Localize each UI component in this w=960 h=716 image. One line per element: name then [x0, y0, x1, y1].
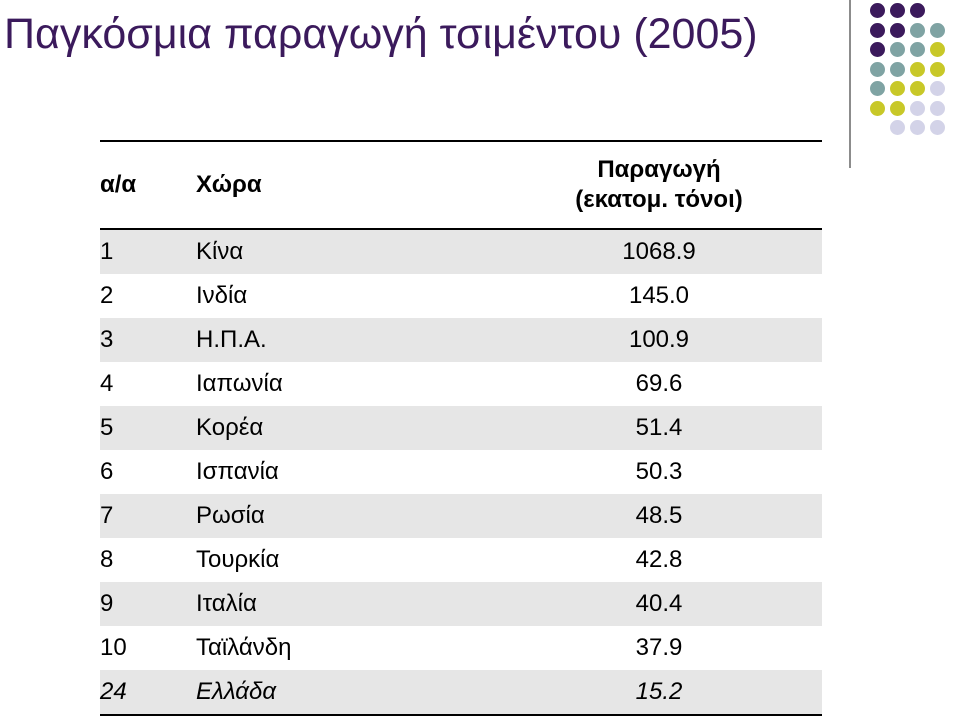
- decorative-dot: [930, 120, 945, 135]
- cell-production: 50.3: [635, 458, 683, 485]
- decorative-dot: [910, 120, 925, 135]
- cell-country: Τουρκία: [196, 546, 280, 573]
- table-row: 5 Κορέα 51.4: [100, 406, 822, 450]
- decorative-dot: [870, 61, 885, 77]
- decorative-dot: [890, 120, 905, 135]
- cell-country: Ιταλία: [196, 582, 496, 626]
- cement-production-table: α/α Χώρα Παραγωγή (εκατομ. τόνοι) 1 Κίνα 1…: [100, 140, 822, 716]
- cell-production: 51.4: [496, 406, 822, 450]
- header-production-line1: Παραγωγή: [597, 156, 721, 183]
- decorative-dot: [930, 22, 945, 38]
- decorative-dot: [910, 3, 925, 18]
- cell-rank: 7: [100, 494, 196, 538]
- decorative-dot: [930, 81, 945, 96]
- title-divider-line: [849, 0, 851, 168]
- decorative-dot: [930, 42, 945, 57]
- cell-country: Η.Π.Α.: [196, 318, 496, 362]
- decorative-dot: [890, 3, 905, 18]
- decorative-dot: [890, 22, 905, 38]
- cell-rank: 10: [100, 634, 127, 661]
- cell-production: 15.2: [496, 670, 822, 716]
- cell-rank: 1: [100, 229, 196, 274]
- decorative-dot: [870, 22, 885, 38]
- cell-rank: 9: [100, 582, 196, 626]
- decorative-dot: [910, 42, 925, 57]
- decorative-dot: [910, 22, 925, 38]
- decorative-dot: [890, 42, 905, 57]
- table-row: 3 Η.Π.Α. 100.9: [100, 318, 822, 362]
- slide-title: Παγκόσμια παραγωγή τσιμέντου (2005): [4, 10, 758, 58]
- cell-production: 1068.9: [496, 229, 822, 274]
- decorative-dot: [910, 61, 925, 77]
- cell-rank: 2: [100, 282, 114, 309]
- cell-country: Ινδία: [196, 282, 248, 309]
- decorative-dot: [930, 61, 945, 77]
- decorative-dot: [870, 3, 885, 18]
- decorative-dot-grid: [866, 3, 960, 143]
- cell-rank: 3: [100, 318, 196, 362]
- table-row: 1 Κίνα 1068.9: [100, 229, 822, 274]
- decorative-dot: [910, 100, 925, 116]
- table-row: 7 Ρωσία 48.5: [100, 494, 822, 538]
- cell-rank: 5: [100, 406, 196, 450]
- decorative-dot: [870, 81, 885, 96]
- cell-country: Ισπανία: [196, 458, 279, 485]
- table-row: 10 Ταϊλάνδη 37.9: [100, 626, 822, 670]
- decorative-dot: [890, 100, 905, 116]
- header-rank: α/α: [100, 140, 196, 230]
- cell-rank: 24: [100, 670, 196, 716]
- cell-rank: 4: [100, 370, 114, 397]
- table-row: 9 Ιταλία 40.4: [100, 582, 822, 626]
- header-production-unit: (εκατομ. τόνοι): [575, 186, 743, 213]
- decorative-dot: [910, 81, 925, 96]
- table-row: 2 Ινδία 145.0: [100, 274, 822, 318]
- table-row: 8 Τουρκία 42.8: [100, 538, 822, 582]
- cell-production: 40.4: [496, 582, 822, 626]
- cell-country: Ελλάδα: [196, 670, 496, 716]
- decorative-dot: [890, 81, 905, 96]
- table-row: 24 Ελλάδα 15.2: [100, 670, 822, 716]
- cell-production: 145.0: [628, 282, 690, 309]
- decorative-dot: [890, 61, 905, 77]
- cell-production: 48.5: [496, 494, 822, 538]
- cell-production: 69.6: [635, 370, 683, 397]
- table-row: 6 Ισπανία 50.3: [100, 450, 822, 494]
- cell-rank: 6: [100, 458, 114, 485]
- cell-production: 100.9: [496, 318, 822, 362]
- cell-rank: 8: [100, 546, 114, 573]
- cell-production: 37.9: [635, 634, 683, 661]
- cell-country: Κορέα: [196, 406, 496, 450]
- cell-production: 42.8: [635, 546, 683, 573]
- cell-country: Ρωσία: [196, 494, 496, 538]
- table-row: 4 Ιαπωνία 69.6: [100, 362, 822, 406]
- decorative-dot: [870, 100, 885, 116]
- header-production: Παραγωγή (εκατομ. τόνοι): [496, 140, 822, 230]
- decorative-dot: [870, 42, 885, 57]
- cell-country: Κίνα: [196, 229, 496, 274]
- table-header-row: α/α Χώρα Παραγωγή (εκατομ. τόνοι): [100, 140, 822, 230]
- decorative-dot: [930, 100, 945, 116]
- cell-country: Ιαπωνία: [196, 370, 283, 397]
- header-country: Χώρα: [196, 140, 496, 230]
- cell-country: Ταϊλάνδη: [196, 634, 292, 661]
